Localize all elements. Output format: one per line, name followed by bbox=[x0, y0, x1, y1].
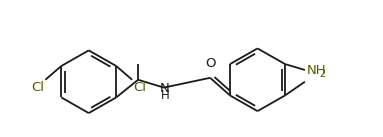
Text: 2: 2 bbox=[319, 69, 325, 79]
Text: O: O bbox=[205, 57, 215, 70]
Text: Cl: Cl bbox=[133, 81, 146, 94]
Text: N: N bbox=[160, 82, 170, 95]
Text: H: H bbox=[160, 89, 169, 102]
Text: Cl: Cl bbox=[31, 81, 44, 94]
Text: NH: NH bbox=[307, 64, 326, 77]
